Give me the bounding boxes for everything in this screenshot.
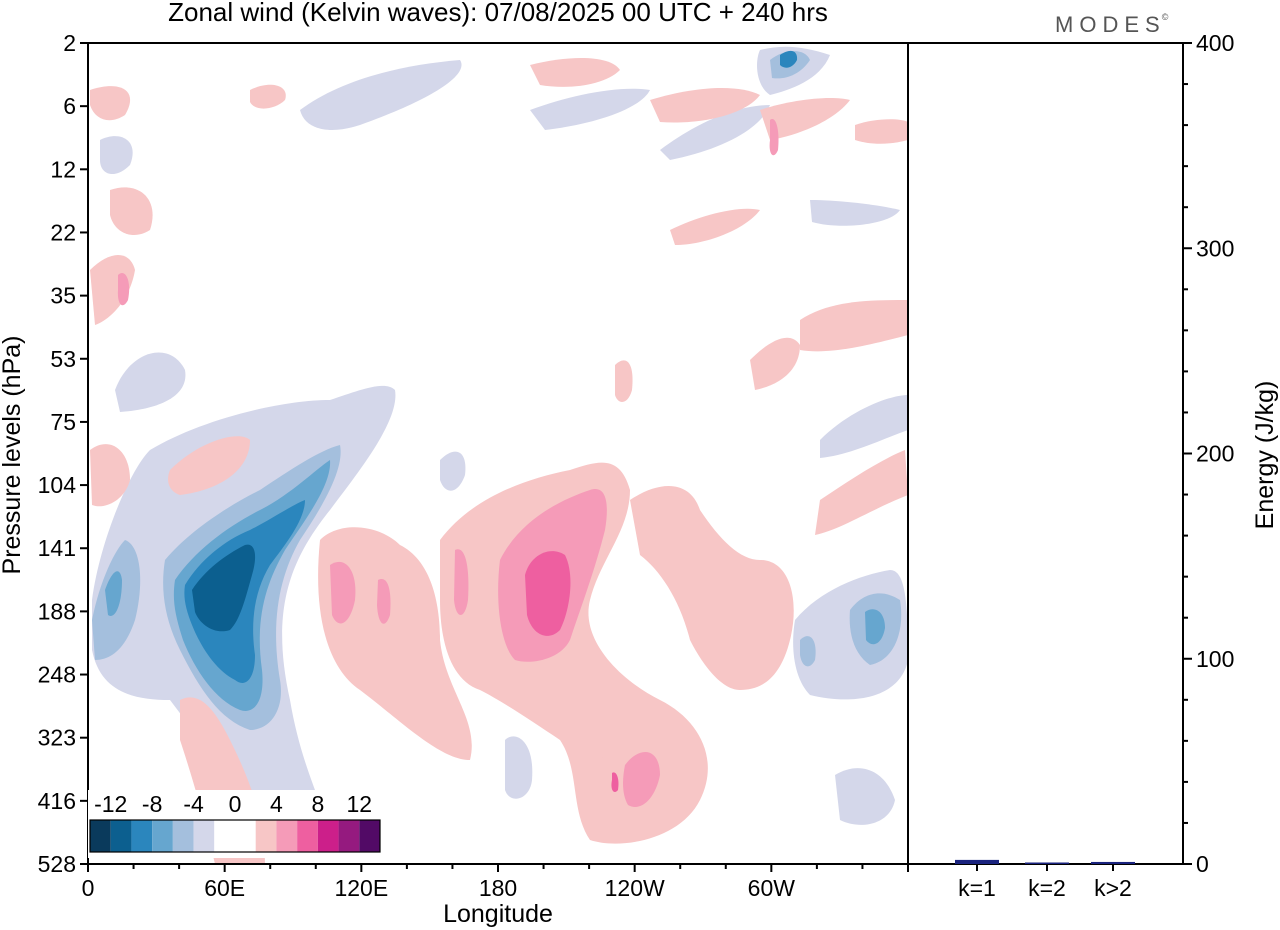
energy-panel-frame [907, 42, 1184, 865]
y-tick-label: 22 [50, 219, 76, 245]
energy-bar [1025, 862, 1069, 864]
colorbar-label: -12 [94, 791, 127, 817]
colorbar-label: -4 [183, 791, 204, 817]
y-tick-label: 75 [50, 409, 76, 435]
x-axis-label: Longitude [443, 900, 553, 928]
contour-field [88, 43, 908, 864]
contour-level-strong-westerly [525, 551, 619, 792]
x-tick-label: 120W [605, 875, 665, 901]
energy-bar [955, 859, 999, 864]
colorbar-swatch [172, 820, 194, 852]
y-tick-label: 323 [38, 725, 76, 751]
y-tick-label: 35 [50, 283, 76, 309]
colorbar-label: 12 [346, 791, 372, 817]
colorbar-swatch [276, 820, 298, 852]
colorbar-swatch [214, 820, 235, 852]
y-tick-label: 104 [38, 472, 77, 498]
y-tick-label: 248 [38, 662, 76, 688]
energy-y-tick-label: 200 [1196, 441, 1234, 467]
x-tick-label: 60W [748, 875, 796, 901]
colorbar-label: 8 [311, 791, 324, 817]
colorbar-swatch [255, 820, 277, 852]
colorbar-swatch [235, 820, 256, 852]
y-axis: 2 6 12 22 35 53 75 104 141 188 248 323 416 528 [38, 30, 88, 877]
y-tick-label: 53 [50, 346, 76, 372]
x-tick-label: 120E [334, 875, 388, 901]
colorbar: -12 -8 -4 0 4 8 12 [88, 790, 382, 858]
energy-y-tick-label: 100 [1196, 646, 1234, 672]
colorbar-swatch [193, 820, 215, 852]
energy-y-tick-label: 400 [1196, 30, 1234, 56]
x-tick-label: 180 [479, 875, 517, 901]
colorbar-swatch [297, 820, 318, 852]
colorbar-swatch [90, 820, 111, 852]
colorbar-swatch [359, 820, 380, 852]
y-tick-label: 12 [50, 156, 76, 182]
y-axis-label: Pressure levels (hPa) [0, 336, 26, 575]
colorbar-swatch [317, 820, 339, 852]
colorbar-swatch [131, 820, 153, 852]
colorbar-frame [89, 819, 381, 853]
colorbar-swatch [110, 820, 132, 852]
y-tick-label: 528 [38, 851, 76, 877]
y-tick-label: 416 [38, 788, 76, 814]
x-axis: 0 60E 120E 180 120W 60W [82, 864, 909, 901]
energy-bar [1091, 861, 1135, 864]
y-tick-label: 2 [63, 30, 76, 56]
y-tick-label: 6 [63, 93, 76, 119]
modes-logo: MODES© [1055, 12, 1174, 37]
energy-category-label: k>2 [1094, 875, 1132, 901]
contour-level-core-easterly [192, 544, 256, 632]
energy-category-label: k=1 [958, 875, 996, 901]
colorbar-swatch [152, 820, 173, 852]
colorbar-label: 4 [270, 791, 283, 817]
colorbar-label: -8 [142, 791, 162, 817]
x-tick-label: 0 [82, 875, 95, 901]
x-tick-label: 60E [204, 875, 245, 901]
energy-axis-label: Energy (J/kg) [1251, 381, 1279, 530]
colorbar-label: 0 [229, 791, 242, 817]
energy-bar-chart: 0 100 200 300 400 k=1 k=2 k>2 [955, 30, 1234, 901]
energy-category-label: k=2 [1028, 875, 1066, 901]
energy-y-tick-label: 0 [1196, 851, 1209, 877]
y-tick-label: 141 [38, 535, 76, 561]
chart-title: Zonal wind (Kelvin waves): 07/08/2025 00… [168, 0, 828, 27]
contour-level-weak-westerly [90, 58, 908, 864]
colorbar-swatch [338, 820, 360, 852]
energy-y-tick-label: 300 [1196, 235, 1234, 261]
y-tick-label: 188 [38, 598, 76, 624]
